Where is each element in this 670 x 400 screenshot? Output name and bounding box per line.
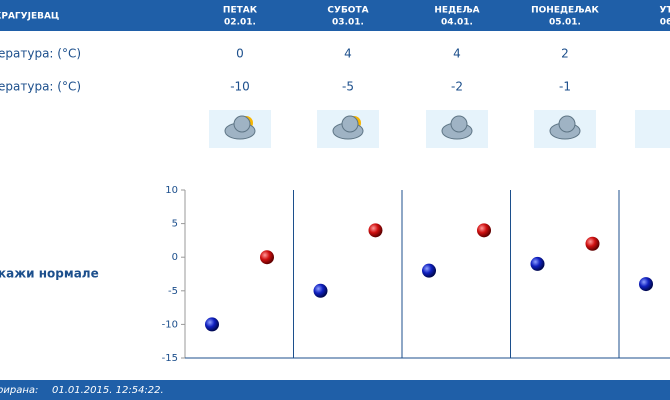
cell-value: -10 xyxy=(230,80,250,94)
footer-label: рирана: xyxy=(0,385,38,396)
header-bar xyxy=(0,0,670,31)
day-name: ПОНЕДЕЉАК xyxy=(531,6,599,16)
day-date: 02.01. xyxy=(224,18,256,28)
day-date: 05.01. xyxy=(549,18,581,28)
y-tick-label: -10 xyxy=(162,319,178,330)
point xyxy=(477,223,491,238)
cell-value: 4 xyxy=(453,47,461,61)
row-label: ература: (°C) xyxy=(0,47,81,61)
icon-cloud xyxy=(450,115,468,133)
cell-value: 4 xyxy=(344,47,352,61)
weather-icon xyxy=(635,110,670,148)
day-date: 03.01. xyxy=(332,18,364,28)
y-tick-label: 10 xyxy=(165,185,178,196)
day-name: НЕДЕЉА xyxy=(434,6,479,16)
point xyxy=(260,250,274,265)
y-tick-label: 0 xyxy=(172,252,178,263)
point xyxy=(205,317,219,332)
point xyxy=(422,263,436,278)
y-tick-label: -15 xyxy=(162,353,178,364)
cell-value: 0 xyxy=(236,47,244,61)
footer-bar xyxy=(0,380,670,400)
cell-value: 2 xyxy=(561,47,569,61)
cell-value: -2 xyxy=(451,80,463,94)
icon-cloud xyxy=(558,115,576,133)
location: КРАГУЈЕВАЦ xyxy=(0,12,59,22)
point xyxy=(368,223,383,238)
day-date: 04.01. xyxy=(441,18,473,28)
icon-cloud xyxy=(341,115,359,133)
day-name: УТ xyxy=(659,6,670,16)
point xyxy=(639,277,653,292)
y-tick-label: 5 xyxy=(172,219,178,230)
y-tick-label: -5 xyxy=(168,286,178,297)
icon-cloud xyxy=(233,115,251,133)
point xyxy=(585,236,600,251)
day-name: СУБОТА xyxy=(327,6,368,16)
row-label: ература: (°C) xyxy=(0,80,81,94)
point xyxy=(313,283,328,298)
point xyxy=(530,256,545,271)
footer-time: 01.01.2015. 12:54:22. xyxy=(52,385,164,396)
normals-link[interactable]: кажи нормале xyxy=(0,267,99,281)
day-name: ПЕТАК xyxy=(223,6,258,16)
cell-value: -5 xyxy=(342,80,354,94)
day-date: 06 xyxy=(660,18,670,28)
cell-value: -1 xyxy=(559,80,571,94)
